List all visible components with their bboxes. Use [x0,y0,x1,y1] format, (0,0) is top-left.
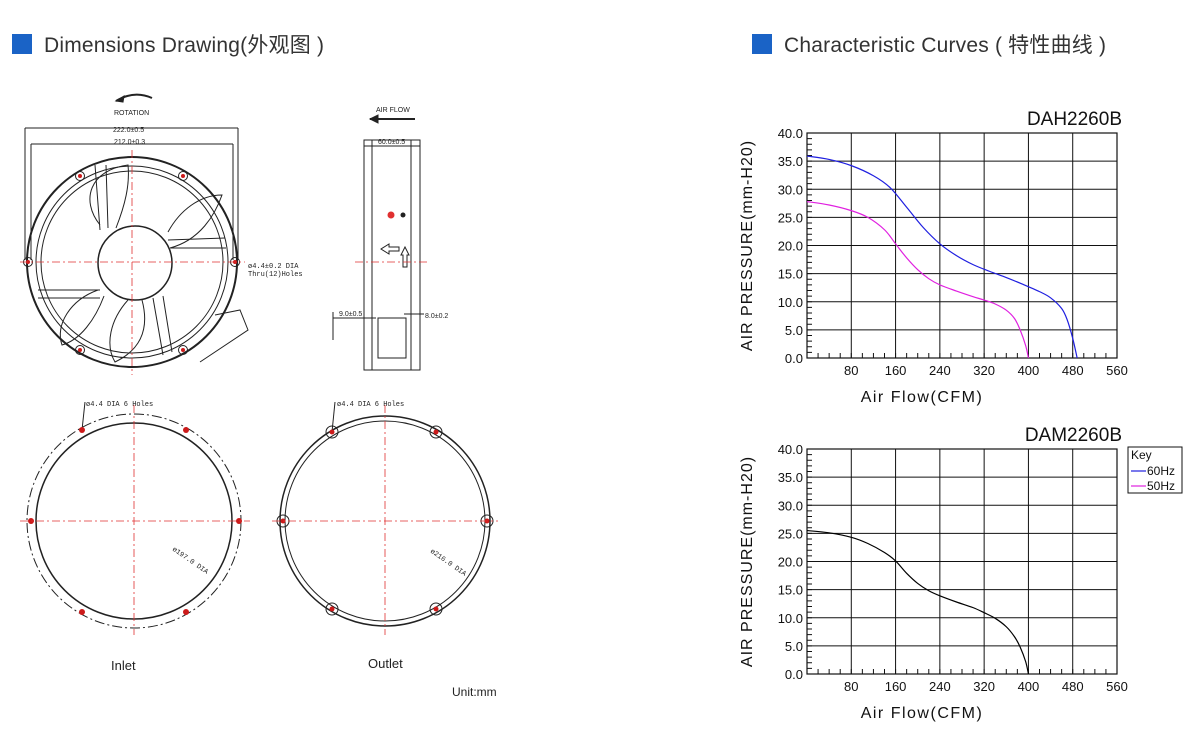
y-axis-label: AIR PRESSURE(mm-H20) [739,140,756,351]
x-tick-label: 480 [1062,363,1084,378]
y-tick-label: 40.0 [778,442,803,457]
inlet-dia-label: ø197.0 DIA [170,546,210,577]
legend-item: 50Hz [1147,479,1175,493]
x-tick-label: 480 [1062,679,1084,694]
x-tick-label: 400 [1018,679,1040,694]
outlet-label: Outlet [368,656,403,671]
y-tick-label: 10.0 [778,295,803,310]
dim-222-label: 222.0±0.5 [113,127,144,134]
dimensions-header: Dimensions Drawing(外观图 ) [12,30,324,58]
x-tick-label: 400 [1018,363,1040,378]
y-tick-label: 25.0 [778,526,803,541]
y-tick-label: 30.0 [778,182,803,197]
chart-dah2260b: DAH2260B 0.0 5.0 10.0 15.0 20.0 25.0 30.0 35.0 40… [739,109,1128,406]
dim-212-label: 212.0±0.3 [114,139,145,146]
dimensions-drawing: ROTATION AIR FLOW 222.0±0.5 212.0±0.3 60… [20,93,498,699]
curves-title: Characteristic Curves ( 特性曲线 ) [784,34,1107,57]
curves-header: Characteristic Curves ( 特性曲线 ) [752,30,1106,58]
x-tick-label: 160 [885,679,907,694]
y-tick-label: 0.0 [785,351,803,366]
y-tick-label: 0.0 [785,667,803,682]
y-tick-label: 5.0 [785,639,803,654]
dim-60-label: 60.0±0.5 [378,139,405,146]
rotation-label: ROTATION [114,110,149,117]
chart-title: DAH2260B [1027,109,1122,130]
y-tick-label: 40.0 [778,126,803,141]
mount-holes [23,171,240,355]
x-tick-label: 80 [844,363,858,378]
x-tick-label: 240 [929,363,951,378]
hole-label-1: ø4.4±0.2 DIA [248,263,299,271]
grid-lines [807,448,1118,675]
chart-title: DAM2260B [1025,425,1122,446]
curve-series-1 [806,155,1078,359]
x-axis-label: Air Flow(CFM) [861,389,984,406]
chart-dam2260b: DAM2260B 0.0 5.0 10.0 15.0 20.0 25.0 30.0 35.0 40… [739,425,1183,722]
y-tick-label: 5.0 [785,323,803,338]
x-tick-label: 80 [844,679,858,694]
x-tick-label: 560 [1106,679,1128,694]
unit-label: Unit:mm [452,685,497,699]
x-tick-label: 160 [885,363,907,378]
outlet-dia-label: ø216.0 DIA [428,548,468,579]
y-tick-label: 20.0 [778,555,803,570]
header-square-icon [752,34,772,54]
curve-series-1 [806,529,1030,675]
legend-box [1127,446,1183,494]
x-tick-label: 320 [973,679,995,694]
y-tick-label: 15.0 [778,583,803,598]
x-axis-label: Air Flow(CFM) [861,705,984,722]
y-tick-label: 15.0 [778,267,803,282]
legend-title: Key [1131,448,1152,462]
y-tick-label: 10.0 [778,611,803,626]
dim-9-label: 9.0±0.5 [339,311,362,318]
x-tick-label: 320 [973,363,995,378]
y-tick-label: 30.0 [778,498,803,513]
header-square-icon [12,34,32,54]
hole-label-2: Thru(12)Holes [248,271,303,279]
y-tick-label: 35.0 [778,470,803,485]
airflow-label: AIR FLOW [376,107,410,114]
fan-hub [97,225,173,301]
x-tick-label: 240 [929,679,951,694]
inlet-holes-label: ø4.4 DIA 6 Holes [86,401,153,409]
y-tick-label: 35.0 [778,154,803,169]
dim-8-label: 8.0±0.2 [425,313,448,320]
y-tick-label: 20.0 [778,239,803,254]
y-tick-label: 25.0 [778,210,803,225]
side-view-body [363,139,421,371]
x-tick-label: 560 [1106,363,1128,378]
inlet-label: Inlet [111,658,136,673]
curve-series-2 [806,201,1030,359]
dimensions-title: Dimensions Drawing(外观图 ) [44,34,325,57]
legend-item: 60Hz [1147,464,1175,478]
outlet-holes-label: ø4.4 DIA 6 Holes [337,401,404,409]
y-axis-label: AIR PRESSURE(mm-H20) [739,456,756,667]
